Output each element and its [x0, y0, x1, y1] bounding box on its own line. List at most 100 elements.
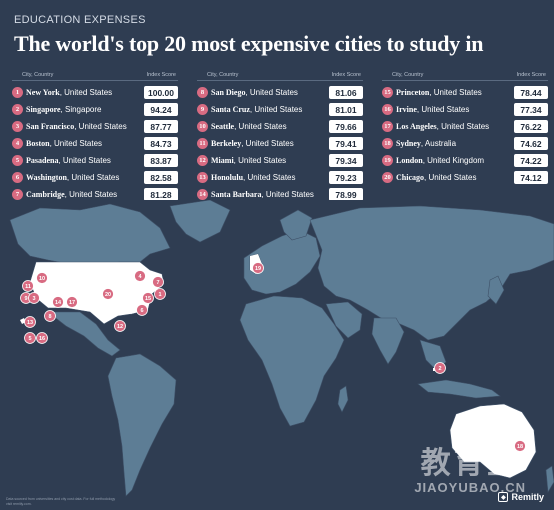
city-label: San Francisco, United States — [26, 122, 144, 131]
city-label: Sydney, Australia — [396, 139, 514, 148]
index-score: 79.23 — [329, 171, 363, 184]
marker-label: 16 — [39, 336, 45, 342]
city-label: New York, United States — [26, 88, 144, 97]
marker-label: 4 — [138, 274, 142, 280]
city-label: Honolulu, United States — [211, 173, 329, 182]
city-label: Berkeley, United States — [211, 139, 329, 148]
marker-label: 8 — [48, 314, 51, 320]
city-name: Cambridge — [26, 190, 65, 199]
city-name: Princeton — [396, 88, 430, 97]
japan-shape — [487, 275, 505, 305]
rank-badge: 16 — [382, 104, 393, 115]
city-marker-14: 14 — [52, 296, 64, 308]
city-marker-18: 18 — [514, 440, 526, 452]
city-country: , United States — [245, 88, 298, 97]
brand-logo: ◆ Remitly — [498, 492, 544, 502]
city-marker-4: 4 — [134, 270, 146, 282]
table-row: 18 Sydney, Australia 74.62 — [382, 136, 548, 151]
australia-highlight — [449, 403, 537, 479]
table-row: 19 London, United Kingdom 74.22 — [382, 153, 548, 168]
city-name: Honolulu — [211, 173, 244, 182]
city-label: Cambridge, United States — [26, 190, 144, 199]
scandinavia-shape — [279, 209, 313, 241]
city-country: , United States — [416, 105, 470, 114]
watermark-big: 教育宝 — [420, 446, 520, 481]
city-country: , United States — [241, 139, 294, 148]
marker-label: 10 — [39, 276, 45, 282]
city-country: , United States — [64, 190, 118, 199]
rank-badge: 20 — [382, 172, 393, 183]
marker-label: 20 — [105, 292, 111, 298]
city-name: New York — [26, 88, 60, 97]
header-score: Index Score — [516, 72, 546, 78]
table-header: City, Country Index Score — [12, 72, 178, 81]
index-score: 78.44 — [514, 86, 548, 99]
index-score: 78.99 — [329, 188, 363, 201]
header-city: City, Country — [392, 72, 424, 78]
index-score: 81.01 — [329, 103, 363, 116]
table-row: 8 San Diego, United States 81.06 — [197, 85, 363, 100]
city-marker-13: 13 — [24, 316, 36, 328]
marker-label: 6 — [140, 308, 143, 314]
index-score: 79.66 — [329, 120, 363, 133]
city-marker-2: 2 — [434, 362, 446, 374]
marker-label: 17 — [69, 300, 75, 306]
rank-badge: 10 — [197, 121, 208, 132]
city-country: , United States — [49, 139, 103, 148]
rank-badge: 7 — [12, 189, 23, 200]
marker-label: 11 — [25, 284, 31, 290]
rank-badge: 14 — [197, 189, 208, 200]
index-score: 77.34 — [514, 103, 548, 116]
city-label: Santa Barbara, United States — [211, 190, 329, 199]
marker-label: 15 — [145, 296, 151, 302]
watermark-small: JIAOYUBAO.CN — [414, 480, 526, 495]
city-marker-1: 1 — [154, 288, 166, 300]
city-name: Irvine — [396, 105, 417, 114]
table-row: 14 Santa Barbara, United States 78.99 — [197, 187, 363, 202]
city-name: Santa Barbara — [211, 190, 262, 199]
brand-name: Remitly — [511, 492, 544, 502]
rank-badge: 19 — [382, 155, 393, 166]
table-row: 13 Honolulu, United States 79.23 — [197, 170, 363, 185]
city-name: Sydney — [396, 139, 421, 148]
city-name: Singapore — [26, 105, 61, 114]
source-note: Data sourced from universities and city … — [6, 497, 116, 506]
city-name: Washington — [26, 173, 67, 182]
world-map: 10 11 9 3 14 17 8 13 5 16 20 4 7 1 156 12 19 2 18 — [0, 200, 554, 510]
index-score: 81.28 — [144, 188, 178, 201]
city-name: Santa Cruz — [211, 105, 250, 114]
index-score: 76.22 — [514, 120, 548, 133]
city-marker-15: 15 — [142, 292, 154, 304]
city-country: , United States — [233, 156, 287, 165]
rank-badge: 9 — [197, 104, 208, 115]
city-country: , United States — [234, 122, 287, 131]
city-marker-7: 7 — [152, 276, 164, 288]
city-name: Pasadena — [26, 156, 59, 165]
table-row: 1 New York, United States 100.00 — [12, 85, 178, 100]
index-score: 82.58 — [144, 171, 178, 184]
city-marker-6: 6 — [136, 304, 148, 316]
eyebrow-label: EDUCATION EXPENSES — [14, 14, 146, 26]
city-label: Boston, United States — [26, 139, 144, 148]
city-country: , United States — [249, 105, 303, 114]
rank-badge: 3 — [12, 121, 23, 132]
index-score: 79.41 — [329, 137, 363, 150]
table-row: 4 Boston, United States 84.73 — [12, 136, 178, 151]
city-label: London, United Kingdom — [396, 156, 514, 165]
index-score: 81.06 — [329, 86, 363, 99]
table-row: 11 Berkeley, United States 79.41 — [197, 136, 363, 151]
city-label: Miami, United States — [211, 156, 329, 165]
table-row: 15 Princeton, United States 78.44 — [382, 85, 548, 100]
rank-badge: 2 — [12, 104, 23, 115]
city-name: Boston — [26, 139, 50, 148]
city-country: , Singapore — [60, 105, 102, 114]
city-name: Seattle — [211, 122, 235, 131]
central-america-shape — [47, 311, 121, 357]
africa-shape — [239, 295, 345, 427]
asia-shape — [309, 205, 554, 341]
city-marker-5: 5 — [24, 332, 36, 344]
marker-label: 19 — [255, 266, 261, 272]
city-country: , United States — [59, 88, 113, 97]
index-score: 79.34 — [329, 154, 363, 167]
city-label: Los Angeles, United States — [396, 122, 514, 131]
